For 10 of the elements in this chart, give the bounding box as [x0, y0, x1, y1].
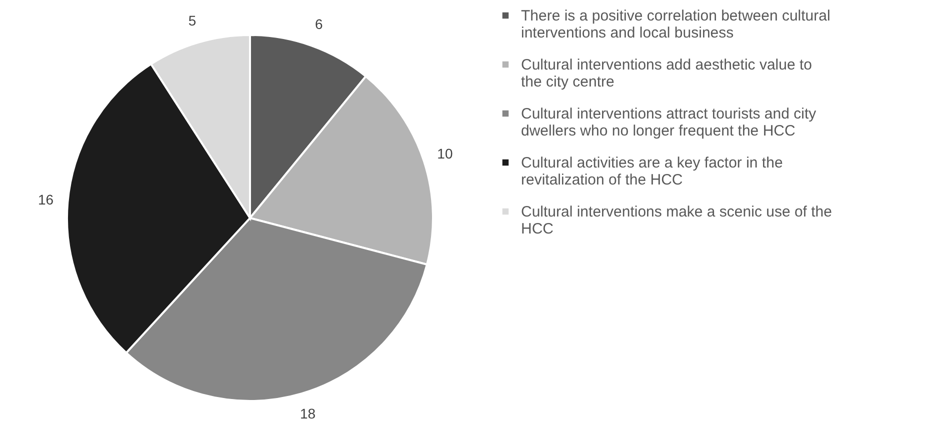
- legend-label: Cultural interventions add aesthetic value to the city centre: [521, 56, 812, 90]
- data-label: 18: [300, 406, 316, 422]
- data-label: 5: [188, 12, 196, 28]
- data-label: 6: [314, 16, 323, 32]
- legend-label: There is a positive correlation between cultural interventions and local business: [521, 8, 830, 42]
- legend-label: Cultural interventions make a scenic use of the HCC: [521, 204, 832, 238]
- data-label: 10: [437, 146, 453, 162]
- legend-label: Cultural activities are a key factor in the revitalization of the HCC: [521, 154, 783, 188]
- legend-label: Cultural interventions attract tourists and city dwellers who no longer frequent the HCC: [521, 106, 817, 140]
- data-label: 16: [38, 191, 54, 208]
